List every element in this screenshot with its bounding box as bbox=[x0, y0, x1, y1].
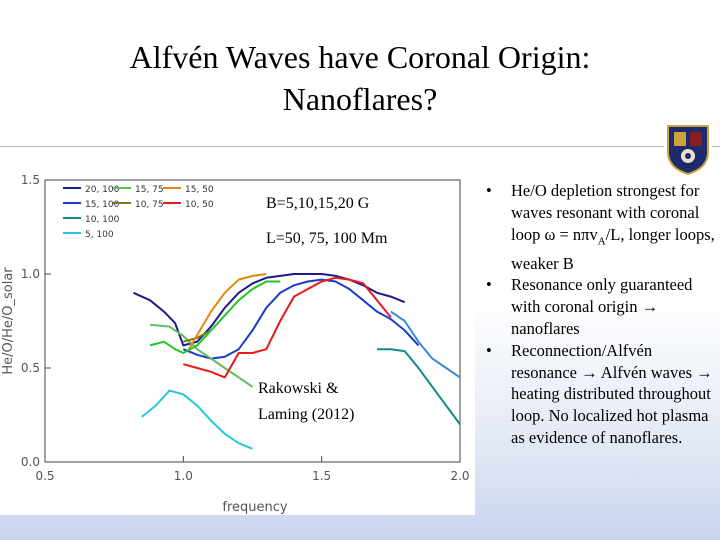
arrow-icon: → bbox=[641, 297, 659, 317]
y-tick-label: 1.5 bbox=[21, 175, 40, 187]
legend-entry: 15, 75 bbox=[135, 185, 164, 195]
legend-entry: 15, 100 bbox=[85, 200, 120, 210]
arrow-icon: → bbox=[581, 362, 598, 382]
x-tick-label: 0.5 bbox=[35, 469, 54, 483]
series-line-10-100 bbox=[377, 348, 461, 425]
series-line-15-50 bbox=[188, 273, 267, 350]
field-strength-annotation: B=5,10,15,20 G bbox=[266, 195, 370, 212]
citation-line-2: Laming (2012) bbox=[258, 406, 354, 423]
series-line-10-75 bbox=[183, 329, 212, 343]
x-tick-label: 2.0 bbox=[450, 469, 469, 483]
series-line-unlabeled-8 bbox=[149, 280, 281, 354]
x-tick-label: 1.0 bbox=[174, 469, 193, 483]
legend-entry: 15, 50 bbox=[185, 185, 214, 195]
y-tick-label: 0.5 bbox=[21, 361, 40, 375]
crest-logo bbox=[664, 122, 712, 176]
y-axis-label: He/O/He/O_solar bbox=[1, 267, 16, 375]
legend-entry: 10, 100 bbox=[85, 215, 120, 225]
legend-entry: 10, 50 bbox=[185, 200, 214, 210]
bullet-1: He/O depletion strongest for waves reson… bbox=[478, 180, 718, 274]
bullet-list: He/O depletion strongest for waves reson… bbox=[478, 180, 718, 449]
slide-title-line-1: Alfvén Waves have Coronal Origin: bbox=[129, 39, 591, 75]
bullet-3: Reconnection/Alfvén resonance → Alfvén w… bbox=[478, 340, 718, 449]
title-divider bbox=[0, 146, 720, 147]
slide-title: Alfvén Waves have Coronal Origin: Nanofl… bbox=[0, 36, 720, 120]
plot-frame bbox=[44, 179, 461, 463]
legend-entry: 5, 100 bbox=[85, 230, 114, 240]
legend-entry: 20, 100 bbox=[85, 185, 120, 195]
series-line-10-50 bbox=[183, 276, 392, 379]
slide-title-line-2: Nanoflares? bbox=[282, 81, 438, 117]
y-tick-label: 0.0 bbox=[21, 455, 40, 469]
x-tick-label: 1.5 bbox=[312, 469, 331, 483]
x-axis-label: frequency bbox=[222, 500, 288, 515]
series-line-15-100 bbox=[182, 278, 420, 360]
bullet-2: Resonance only guaranteed with coronal o… bbox=[478, 274, 718, 339]
series-line-20-100 bbox=[133, 273, 406, 347]
series-line-unlabeled-9 bbox=[390, 310, 461, 379]
y-tick-label: 1.0 bbox=[21, 267, 40, 281]
arrow-icon: → bbox=[696, 362, 713, 382]
series-line-5-100 bbox=[141, 389, 253, 450]
citation-line-1: Rakowski & bbox=[258, 380, 339, 397]
series-line-15-75 bbox=[150, 323, 254, 388]
loop-length-annotation: L=50, 75, 100 Mm bbox=[266, 230, 388, 247]
legend-entry: 10, 75 bbox=[135, 200, 164, 210]
